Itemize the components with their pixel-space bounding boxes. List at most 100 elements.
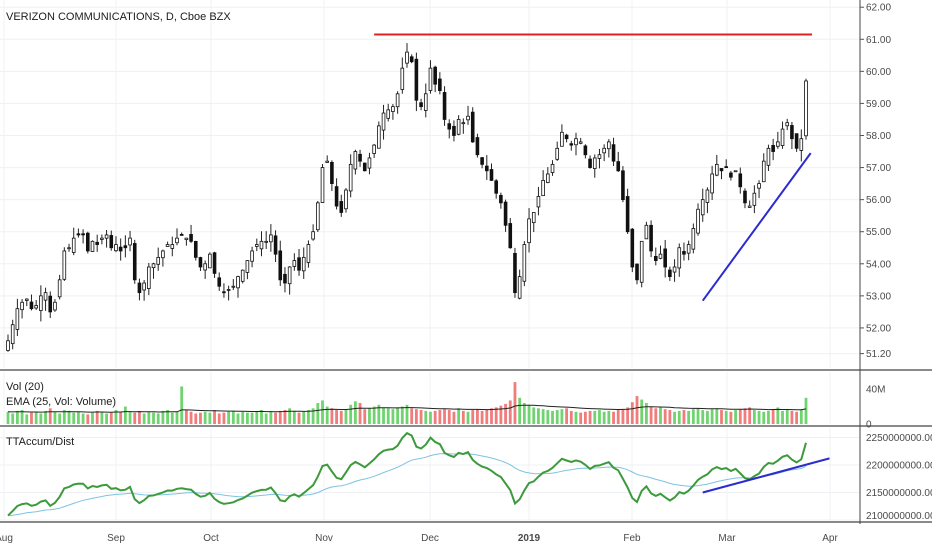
- candle-body: [630, 228, 635, 268]
- volume-bar: [682, 410, 686, 424]
- candle-body: [761, 160, 766, 183]
- volume-bar: [20, 410, 24, 424]
- candle-body: [621, 170, 625, 201]
- candle-body: [442, 92, 447, 120]
- candle-body: [377, 125, 381, 149]
- volume-bar: [471, 410, 475, 424]
- volume-bar: [316, 403, 320, 424]
- candle-body: [269, 234, 273, 243]
- candle-body: [62, 250, 67, 280]
- volume-bar: [701, 410, 705, 424]
- candle-body: [677, 247, 682, 269]
- volume-bar: [15, 410, 19, 424]
- volume-bar: [438, 410, 442, 424]
- candle-body: [179, 234, 184, 236]
- candle-body: [226, 289, 231, 291]
- candle-body: [658, 253, 663, 259]
- volume-bar: [292, 410, 296, 424]
- volume-bar: [109, 412, 113, 424]
- volume-bar: [250, 412, 254, 424]
- volume-bar: [706, 410, 709, 424]
- candle-body: [541, 179, 545, 197]
- volume-bar: [114, 410, 118, 424]
- volume-bar: [278, 410, 282, 424]
- volume-bar: [344, 409, 348, 424]
- volume-bar: [311, 408, 315, 424]
- candle-body: [15, 308, 20, 330]
- candle-body: [395, 93, 400, 108]
- volume-bar: [663, 409, 667, 424]
- candle-body: [34, 305, 38, 309]
- volume-bar: [152, 412, 155, 424]
- volume-bar: [128, 411, 132, 424]
- candle-body: [527, 218, 531, 244]
- candle-body: [564, 134, 569, 140]
- candle-body: [245, 260, 250, 273]
- candle-body: [513, 252, 517, 294]
- candle-body: [24, 298, 29, 301]
- candle-body: [372, 144, 376, 154]
- candle-body: [137, 282, 142, 294]
- candle-body: [470, 111, 475, 143]
- candle-body: [114, 244, 118, 252]
- volume-bar: [696, 408, 700, 424]
- accum-tick-label: 2250000000.0000: [866, 433, 932, 444]
- volume-bar: [508, 400, 512, 424]
- volume-bar: [583, 411, 587, 424]
- volume-panel[interactable]: [6, 382, 808, 424]
- candle-body: [766, 147, 771, 166]
- month-label: Aug: [0, 533, 13, 544]
- candle-body: [48, 295, 53, 313]
- price-tick-label: 54.00: [866, 259, 891, 270]
- volume-bar: [452, 411, 456, 424]
- volume-bar: [72, 412, 76, 424]
- price-tick-label: 51.20: [866, 349, 891, 360]
- candle-body: [419, 102, 423, 108]
- candle-body: [710, 173, 714, 194]
- candle-body: [644, 224, 649, 240]
- candle-body: [719, 168, 724, 172]
- candle-body: [29, 301, 34, 310]
- volume-bar: [710, 409, 714, 424]
- volume-bar: [255, 411, 259, 424]
- accum-tick-label: 2100000000.0000: [866, 511, 932, 522]
- candle-body: [250, 250, 254, 262]
- accum-dist-panel[interactable]: [7, 431, 830, 517]
- candle-body: [6, 340, 10, 351]
- candle-body: [283, 273, 287, 284]
- candle-body: [71, 237, 76, 253]
- volume-bar: [30, 412, 33, 424]
- candle-body: [170, 244, 175, 249]
- price-panel[interactable]: [6, 33, 812, 352]
- volume-bar: [133, 412, 137, 424]
- candle-body: [738, 173, 743, 188]
- candle-body: [142, 282, 146, 291]
- candle-body: [301, 256, 306, 272]
- candle-body: [297, 257, 301, 271]
- volume-bar: [368, 408, 371, 424]
- price-tick-label: 62.00: [866, 3, 891, 14]
- volume-bar: [560, 409, 564, 424]
- candle-body: [400, 67, 405, 90]
- candle-body: [348, 163, 353, 192]
- candle-body: [151, 263, 156, 269]
- candle-body: [668, 269, 672, 278]
- volume-bar: [11, 413, 15, 424]
- candle-body: [100, 237, 104, 240]
- month-label: Nov: [315, 533, 333, 544]
- accum-panel-label: TTAccum/Dist: [6, 436, 74, 448]
- volume-bar: [607, 410, 611, 424]
- candle-body: [367, 157, 372, 169]
- candle-body: [550, 163, 555, 173]
- candle-body: [292, 260, 297, 267]
- volume-bar: [349, 404, 353, 424]
- volume-bar: [518, 397, 522, 424]
- volume-bar: [522, 403, 526, 424]
- volume-bar: [677, 410, 681, 424]
- candle-body: [452, 125, 456, 136]
- volume-bar: [804, 397, 808, 424]
- volume-bar: [734, 410, 737, 424]
- volume-bar: [602, 411, 606, 424]
- candle-body: [583, 145, 588, 156]
- volume-bar: [175, 411, 179, 424]
